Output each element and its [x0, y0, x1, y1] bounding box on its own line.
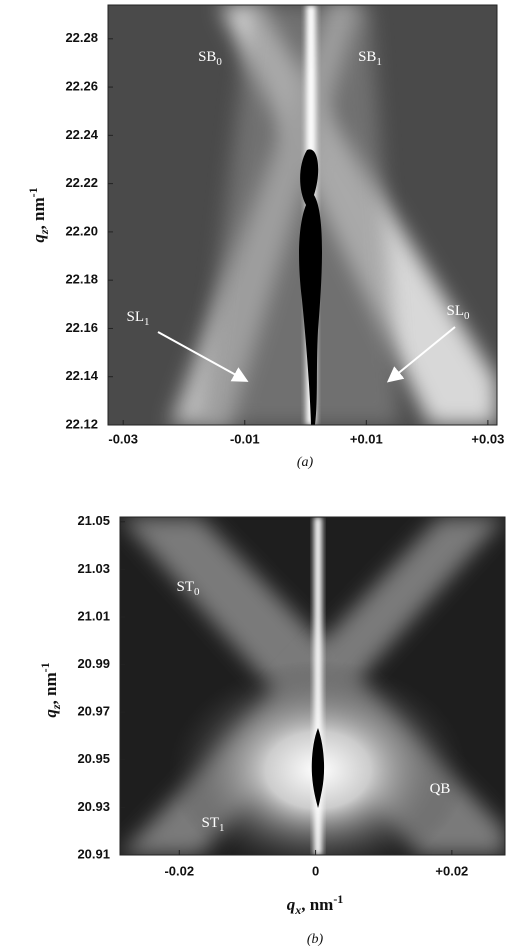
- annotation-subscript: 1: [144, 316, 150, 328]
- y-tick-label: 22.26: [65, 79, 98, 94]
- annotation-text: ST: [176, 579, 194, 595]
- axis-label: qx, nm-1: [287, 892, 344, 917]
- x-tick-label: +0.03: [471, 431, 504, 446]
- y-tick-label: 22.14: [65, 368, 98, 383]
- y-tick-label: 20.93: [77, 799, 110, 814]
- map-a: [108, 5, 497, 425]
- superscript: -1: [38, 662, 52, 672]
- frame: [107, 4, 498, 426]
- annotation: SL1: [126, 309, 149, 327]
- subscript: x: [294, 903, 301, 917]
- annotation-text: SB: [198, 49, 216, 65]
- annotation-subscript: 0: [464, 310, 470, 322]
- y-tick-label: 20.91: [77, 846, 110, 861]
- panel-caption: (b): [307, 932, 324, 947]
- axis-label: qz, nm-1: [38, 662, 63, 717]
- y-tick-label: 21.01: [77, 608, 110, 623]
- unit: , nm: [41, 672, 60, 704]
- x-tick-label: +0.02: [435, 863, 468, 878]
- map-b: [120, 517, 505, 855]
- y-tick-label: 22.22: [65, 175, 98, 190]
- x-tick-label: -0.01: [230, 431, 260, 446]
- y-tick-label: 22.16: [65, 320, 98, 335]
- annotation-text: SL: [126, 309, 144, 325]
- annotation: SB1: [358, 49, 382, 67]
- annotation: SL0: [446, 303, 470, 321]
- superscript: -1: [333, 892, 343, 906]
- unit: , nm: [29, 197, 48, 229]
- annotation: QB: [430, 781, 451, 797]
- y-tick-label: 21.05: [77, 513, 110, 528]
- arrow: [157, 331, 249, 382]
- annotation-text: ST: [201, 815, 219, 831]
- y-tick-label: 20.95: [77, 751, 110, 766]
- subscript: z: [49, 704, 63, 710]
- y-tick-label: 20.97: [77, 704, 110, 719]
- annotation: SB0: [198, 49, 222, 67]
- axis-label: qz, nm-1: [26, 187, 51, 242]
- y-tick-label: 22.12: [65, 416, 98, 431]
- x-tick-label: 0: [312, 863, 319, 878]
- symbol: q: [29, 234, 48, 243]
- frame: [119, 516, 506, 856]
- annotation: ST1: [201, 815, 224, 833]
- annotation-text: SL: [446, 303, 464, 319]
- annotation-subscript: 0: [216, 56, 222, 68]
- y-tick-label: 22.28: [65, 30, 98, 45]
- panel-caption: (a): [297, 455, 314, 470]
- subscript: z: [37, 229, 51, 235]
- x-tick-label: -0.02: [164, 863, 194, 878]
- y-tick-label: 22.18: [65, 272, 98, 287]
- y-tick-label: 20.99: [77, 656, 110, 671]
- x-tick-label: +0.01: [350, 431, 383, 446]
- y-tick-label: 21.03: [77, 561, 110, 576]
- annotation-subscript: 1: [376, 56, 382, 68]
- annotation: ST0: [176, 579, 200, 597]
- annotation-text: SB: [358, 49, 376, 65]
- superscript: -1: [26, 187, 40, 197]
- unit: , nm: [301, 895, 333, 914]
- annotation-text: QB: [430, 781, 451, 797]
- annotation-subscript: 0: [194, 586, 200, 598]
- y-tick-label: 22.24: [65, 127, 98, 142]
- symbol: q: [41, 709, 60, 718]
- x-tick-label: -0.03: [108, 431, 138, 446]
- annotation-subscript: 1: [219, 822, 225, 834]
- arrow: [386, 326, 456, 383]
- symbol: q: [287, 895, 296, 914]
- y-tick-label: 22.20: [65, 223, 98, 238]
